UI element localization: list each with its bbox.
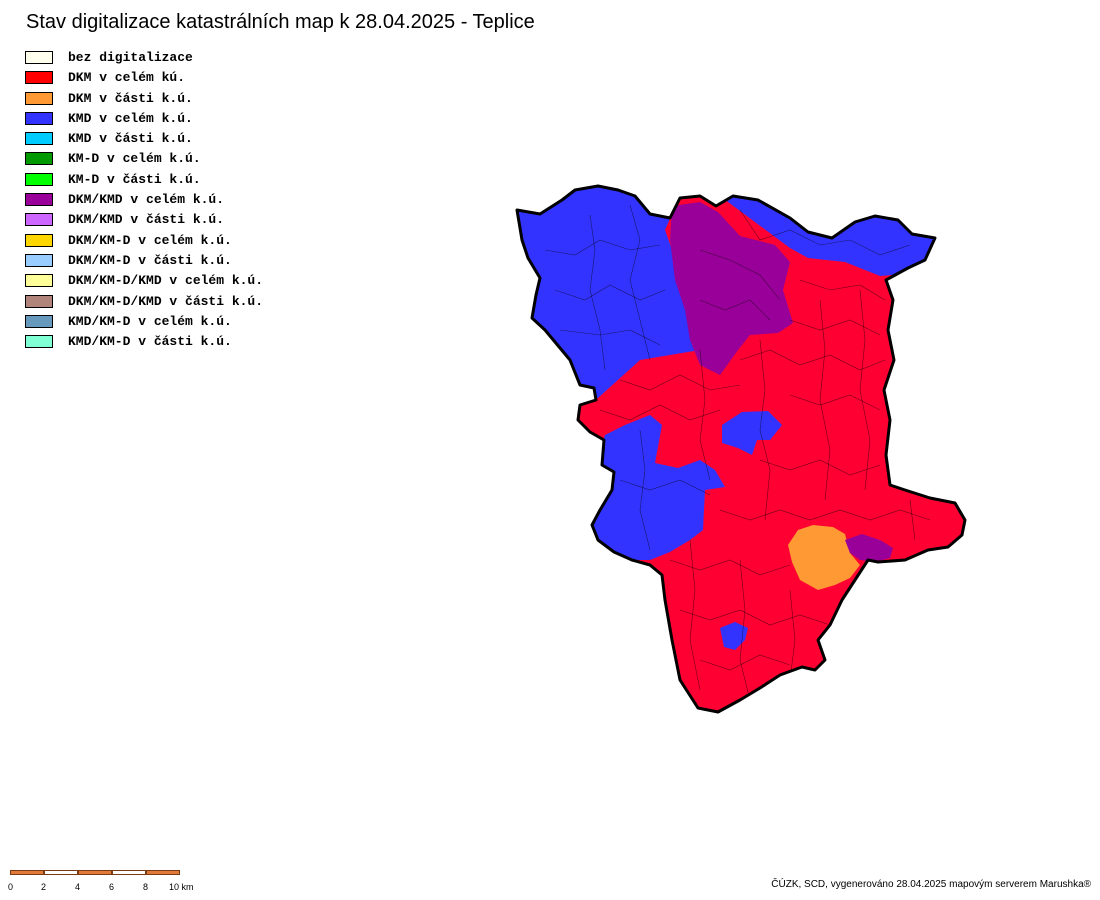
legend-swatch <box>25 51 53 64</box>
legend-swatch <box>25 91 53 105</box>
legend-swatch <box>25 335 53 349</box>
legend-label: bez digitalizace <box>68 50 193 65</box>
legend-label: DKM/KMD v části k.ú. <box>68 212 225 228</box>
kmd-region-north <box>517 186 965 400</box>
legend-swatch <box>25 233 53 247</box>
scale-segment <box>146 870 180 875</box>
legend-swatch <box>25 253 53 267</box>
dkm-kmd-region-north <box>670 202 793 375</box>
legend-label: DKM v celém kú. <box>68 70 186 86</box>
legend-label: DKM v části k.ú. <box>68 90 193 106</box>
scale-tick: 6 <box>109 882 115 892</box>
legend-label: KMD/KM-D v části k.ú. <box>68 334 232 350</box>
scale-tick: 10 km <box>169 882 194 892</box>
legend-label: DKM/KM-D v celém k.ú. <box>68 232 232 248</box>
legend-swatch <box>25 172 53 186</box>
legend-label: KMD v části k.ú. <box>68 131 193 147</box>
legend-label: DKM/KM-D v části k.ú. <box>68 252 232 268</box>
legend-swatch <box>25 111 53 125</box>
scale-tick: 2 <box>41 882 47 892</box>
scale-segment <box>112 870 146 875</box>
legend-label: KMD v celém k.ú. <box>68 110 193 126</box>
kmd-region-west <box>580 415 725 560</box>
legend-label: KM-D v části k.ú. <box>68 171 201 187</box>
cadastral-boundaries <box>544 204 931 701</box>
legend-swatch <box>25 152 53 166</box>
scale-segment <box>10 870 44 875</box>
legend-swatch <box>25 213 53 227</box>
kmd-region-south <box>720 622 748 650</box>
legend-label: DKM/KMD v celém k.ú. <box>68 192 225 208</box>
legend-label: DKM/KM-D/KMD v celém k.ú. <box>68 273 264 289</box>
legend-swatch <box>25 193 53 207</box>
legend-swatch <box>25 274 53 288</box>
dkm-kmd-region-east <box>845 534 893 562</box>
attribution-footer: ČÚZK, SCD, vygenerováno 28.04.2025 mapov… <box>771 879 1091 890</box>
scale-tick: 4 <box>75 882 81 892</box>
legend-label: KM-D v celém k.ú. <box>68 151 201 167</box>
scale-tick: 0 <box>8 882 14 892</box>
legend-swatch <box>25 132 53 146</box>
kmd-region-center <box>722 411 782 455</box>
legend-swatch <box>25 294 53 308</box>
scale-segment <box>44 870 78 875</box>
map-title: Stav digitalizace katastrálních map k 28… <box>26 11 535 33</box>
legend-swatch <box>25 314 53 328</box>
legend-label: KMD/KM-D v celém k.ú. <box>68 313 232 329</box>
scale-segment <box>78 870 112 875</box>
scale-tick: 8 <box>143 882 149 892</box>
dkm-partial-region <box>788 525 860 590</box>
legend-label: DKM/KM-D/KMD v části k.ú. <box>68 293 264 309</box>
legend-swatch <box>25 71 53 85</box>
district-boundary <box>515 184 967 714</box>
